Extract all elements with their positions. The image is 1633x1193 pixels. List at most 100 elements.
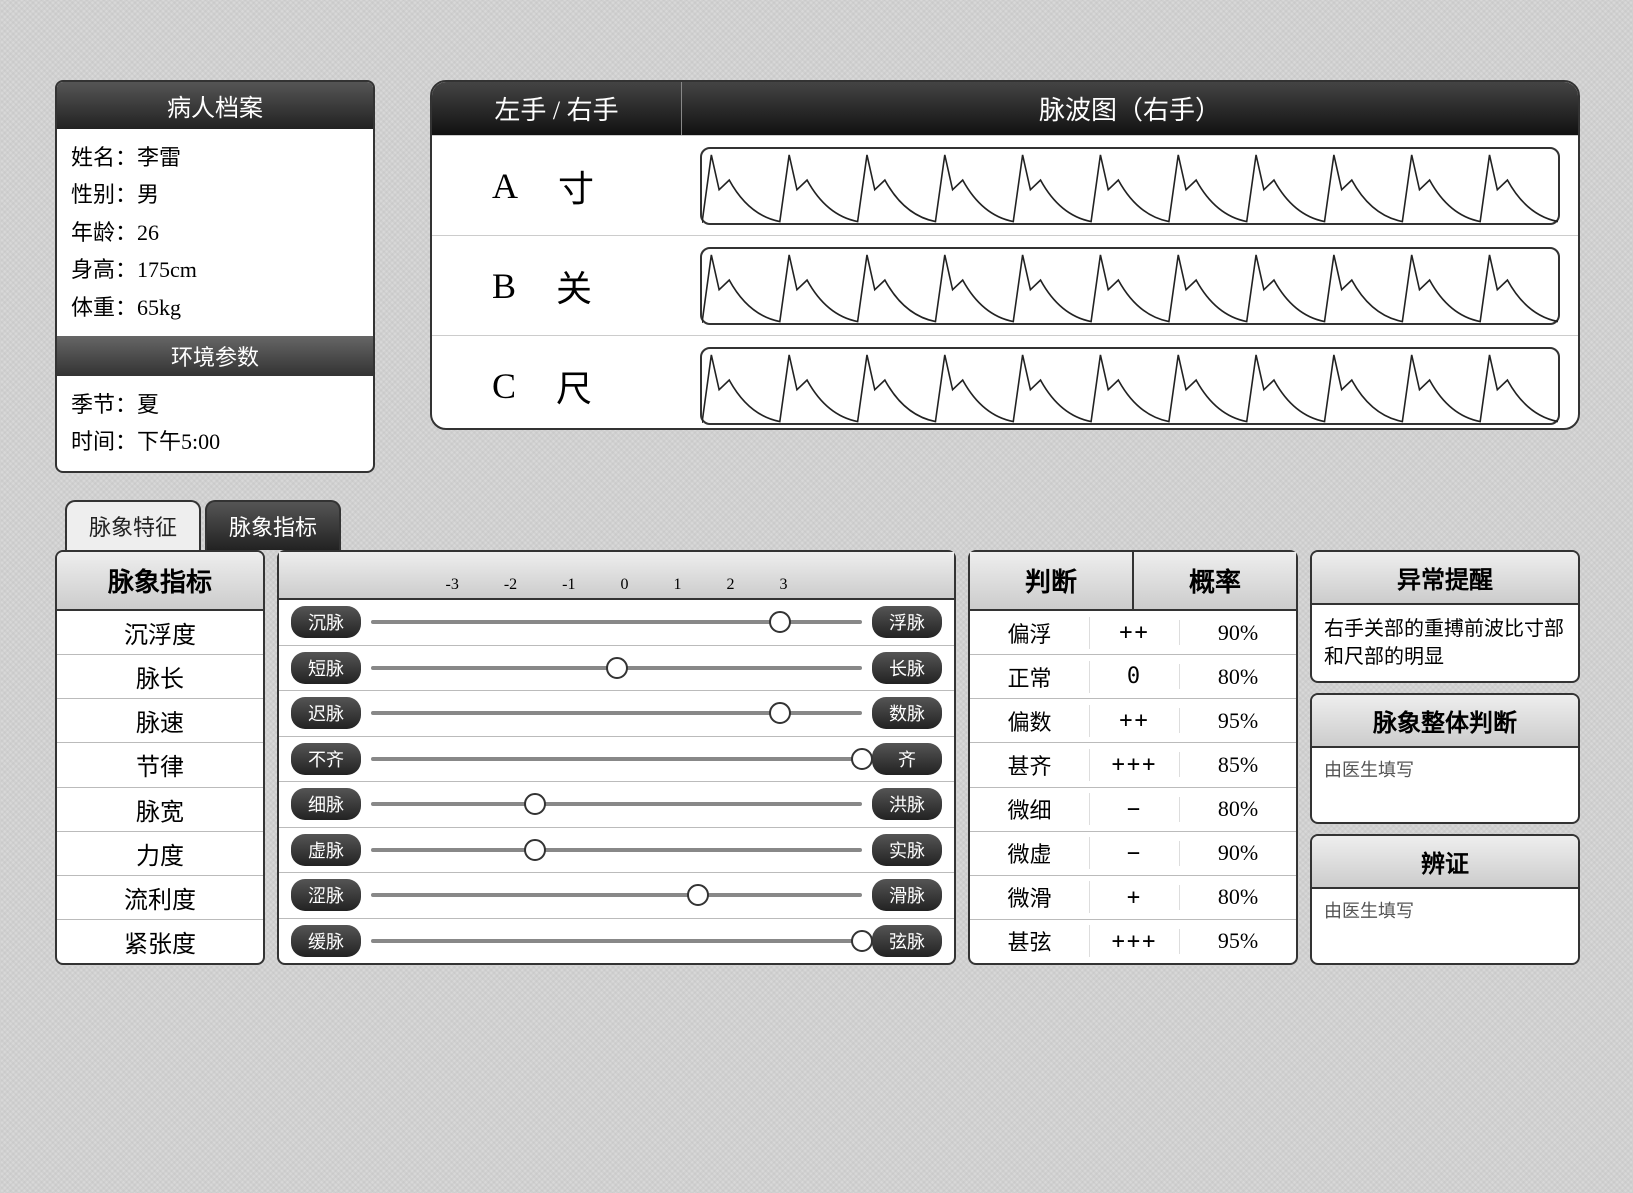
env-time-label: 时间： xyxy=(71,429,137,454)
slider-right-pill[interactable]: 洪脉 xyxy=(872,788,942,820)
anomaly-box: 异常提醒 右手关部的重搏前波比寸部和尺部的明显 xyxy=(1310,550,1580,683)
patient-age-value: 26 xyxy=(137,220,159,245)
slider-row: 短脉 长脉 xyxy=(279,646,954,692)
pulse-channel-name: 寸 xyxy=(558,160,604,212)
metric-name: 流利度 xyxy=(57,876,263,920)
tab-pulse-metric[interactable]: 脉象指标 xyxy=(205,500,341,550)
slider-row: 迟脉 数脉 xyxy=(279,691,954,737)
judge-mark: ++ xyxy=(1090,620,1180,645)
slider-left-pill[interactable]: 不齐 xyxy=(291,743,361,775)
judge-mark: − xyxy=(1090,797,1180,822)
pulse-wave-header: 左手 / 右手 脉波图（右手） xyxy=(432,82,1578,135)
patient-weight-label: 体重： xyxy=(71,295,137,320)
judge-label: 偏浮 xyxy=(970,617,1090,649)
diagnosis-header: 辨证 xyxy=(1312,836,1578,889)
diagnosis-placeholder[interactable]: 由医生填写 xyxy=(1312,889,1578,963)
judge-probability: 85% xyxy=(1180,752,1296,778)
judge-label: 正常 xyxy=(970,661,1090,693)
slider-left-pill[interactable]: 虚脉 xyxy=(291,834,361,866)
tab-pulse-feature[interactable]: 脉象特征 xyxy=(65,500,201,550)
env-season-label: 季节： xyxy=(71,392,137,417)
slider-right-pill[interactable]: 齐 xyxy=(872,743,942,775)
metric-name: 节律 xyxy=(57,743,263,787)
metric-name: 紧张度 xyxy=(57,920,263,963)
slider-track[interactable] xyxy=(371,666,862,670)
slider-track[interactable] xyxy=(371,848,862,852)
overall-judgement-box: 脉象整体判断 由医生填写 xyxy=(1310,693,1580,824)
slider-left-pill[interactable]: 沉脉 xyxy=(291,606,361,638)
slider-right-pill[interactable]: 浮脉 xyxy=(872,606,942,638)
patient-gender-row: 性别：男 xyxy=(71,176,359,213)
patient-gender-label: 性别： xyxy=(71,182,137,207)
pulse-wave-rows: A寸B关C尺 xyxy=(432,135,1578,430)
slider-thumb[interactable] xyxy=(524,793,546,815)
patient-age-label: 年龄： xyxy=(71,220,137,245)
slider-track[interactable] xyxy=(371,802,862,806)
scale-tick: 0 xyxy=(620,576,628,594)
patient-panel-title: 病人档案 xyxy=(57,82,373,129)
lower-grid: 脉象指标 沉浮度脉长脉速节律脉宽力度流利度紧张度 -3-2-10123 沉脉浮脉… xyxy=(55,550,1580,965)
judge-mark: +++ xyxy=(1090,929,1180,954)
judge-mark: − xyxy=(1090,841,1180,866)
judge-label: 微细 xyxy=(970,793,1090,825)
metric-name-list: 沉浮度脉长脉速节律脉宽力度流利度紧张度 xyxy=(57,611,263,963)
pulse-wave-box xyxy=(700,347,1560,425)
slider-row: 涩脉 滑脉 xyxy=(279,873,954,919)
slider-thumb[interactable] xyxy=(851,930,873,952)
slider-left-pill[interactable]: 迟脉 xyxy=(291,697,361,729)
slider-track[interactable] xyxy=(371,939,862,943)
anomaly-text: 右手关部的重搏前波比寸部和尺部的明显 xyxy=(1312,605,1578,681)
overall-placeholder[interactable]: 由医生填写 xyxy=(1312,748,1578,822)
slider-row: 虚脉 实脉 xyxy=(279,828,954,874)
slider-track[interactable] xyxy=(371,620,862,624)
judge-row: 微滑+80% xyxy=(970,876,1296,920)
scale-tick: 3 xyxy=(779,576,787,594)
pulse-channel-letter: C xyxy=(492,365,526,407)
pulse-wave-row: C尺 xyxy=(432,335,1578,430)
patient-panel: 病人档案 姓名：李雷 性别：男 年龄：26 身高：175cm 体重：65kg 环… xyxy=(55,80,375,473)
judge-mark: ++ xyxy=(1090,708,1180,733)
slider-track[interactable] xyxy=(371,757,862,761)
slider-thumb[interactable] xyxy=(687,884,709,906)
slider-row: 不齐 齐 xyxy=(279,737,954,783)
judge-probability: 95% xyxy=(1180,708,1296,734)
slider-thumb[interactable] xyxy=(606,657,628,679)
judge-mark: 0 xyxy=(1090,664,1180,689)
patient-height-label: 身高： xyxy=(71,257,137,282)
metric-name: 脉宽 xyxy=(57,788,263,832)
slider-thumb[interactable] xyxy=(524,839,546,861)
patient-gender-value: 男 xyxy=(137,182,159,207)
slider-row: 缓脉 弦脉 xyxy=(279,919,954,964)
pulse-channel-label: B关 xyxy=(432,260,682,312)
slider-left-pill[interactable]: 涩脉 xyxy=(291,879,361,911)
hand-switch-tab[interactable]: 左手 / 右手 xyxy=(432,82,682,135)
slider-right-pill[interactable]: 弦脉 xyxy=(872,925,942,957)
pulse-wave-box xyxy=(700,147,1560,225)
pulse-channel-label: C尺 xyxy=(432,360,682,412)
slider-right-pill[interactable]: 数脉 xyxy=(872,697,942,729)
judge-label: 甚齐 xyxy=(970,749,1090,781)
judge-header-left: 判断 xyxy=(970,552,1134,611)
metric-name: 沉浮度 xyxy=(57,611,263,655)
slider-track[interactable] xyxy=(371,711,862,715)
slider-right-pill[interactable]: 实脉 xyxy=(872,834,942,866)
slider-track[interactable] xyxy=(371,893,862,897)
slider-left-pill[interactable]: 短脉 xyxy=(291,652,361,684)
slider-left-pill[interactable]: 缓脉 xyxy=(291,925,361,957)
slider-thumb[interactable] xyxy=(769,702,791,724)
judge-row: 甚弦+++95% xyxy=(970,920,1296,963)
judge-header-right: 概率 xyxy=(1134,552,1296,611)
slider-right-pill[interactable]: 滑脉 xyxy=(872,879,942,911)
judge-label: 甚弦 xyxy=(970,925,1090,957)
slider-right-pill[interactable]: 长脉 xyxy=(872,652,942,684)
pulse-channel-name: 尺 xyxy=(556,360,602,412)
pulse-channel-letter: B xyxy=(492,265,526,307)
slider-left-pill[interactable]: 细脉 xyxy=(291,788,361,820)
slider-col: -3-2-10123 沉脉浮脉短脉长脉迟脉数脉不齐齐细脉洪脉虚脉实脉涩脉滑脉缓脉… xyxy=(277,550,956,965)
scale-tick: 2 xyxy=(726,576,734,594)
judge-row: 正常080% xyxy=(970,655,1296,699)
slider-thumb[interactable] xyxy=(769,611,791,633)
pulse-channel-name: 关 xyxy=(556,260,602,312)
judge-probability: 80% xyxy=(1180,884,1296,910)
slider-thumb[interactable] xyxy=(851,748,873,770)
